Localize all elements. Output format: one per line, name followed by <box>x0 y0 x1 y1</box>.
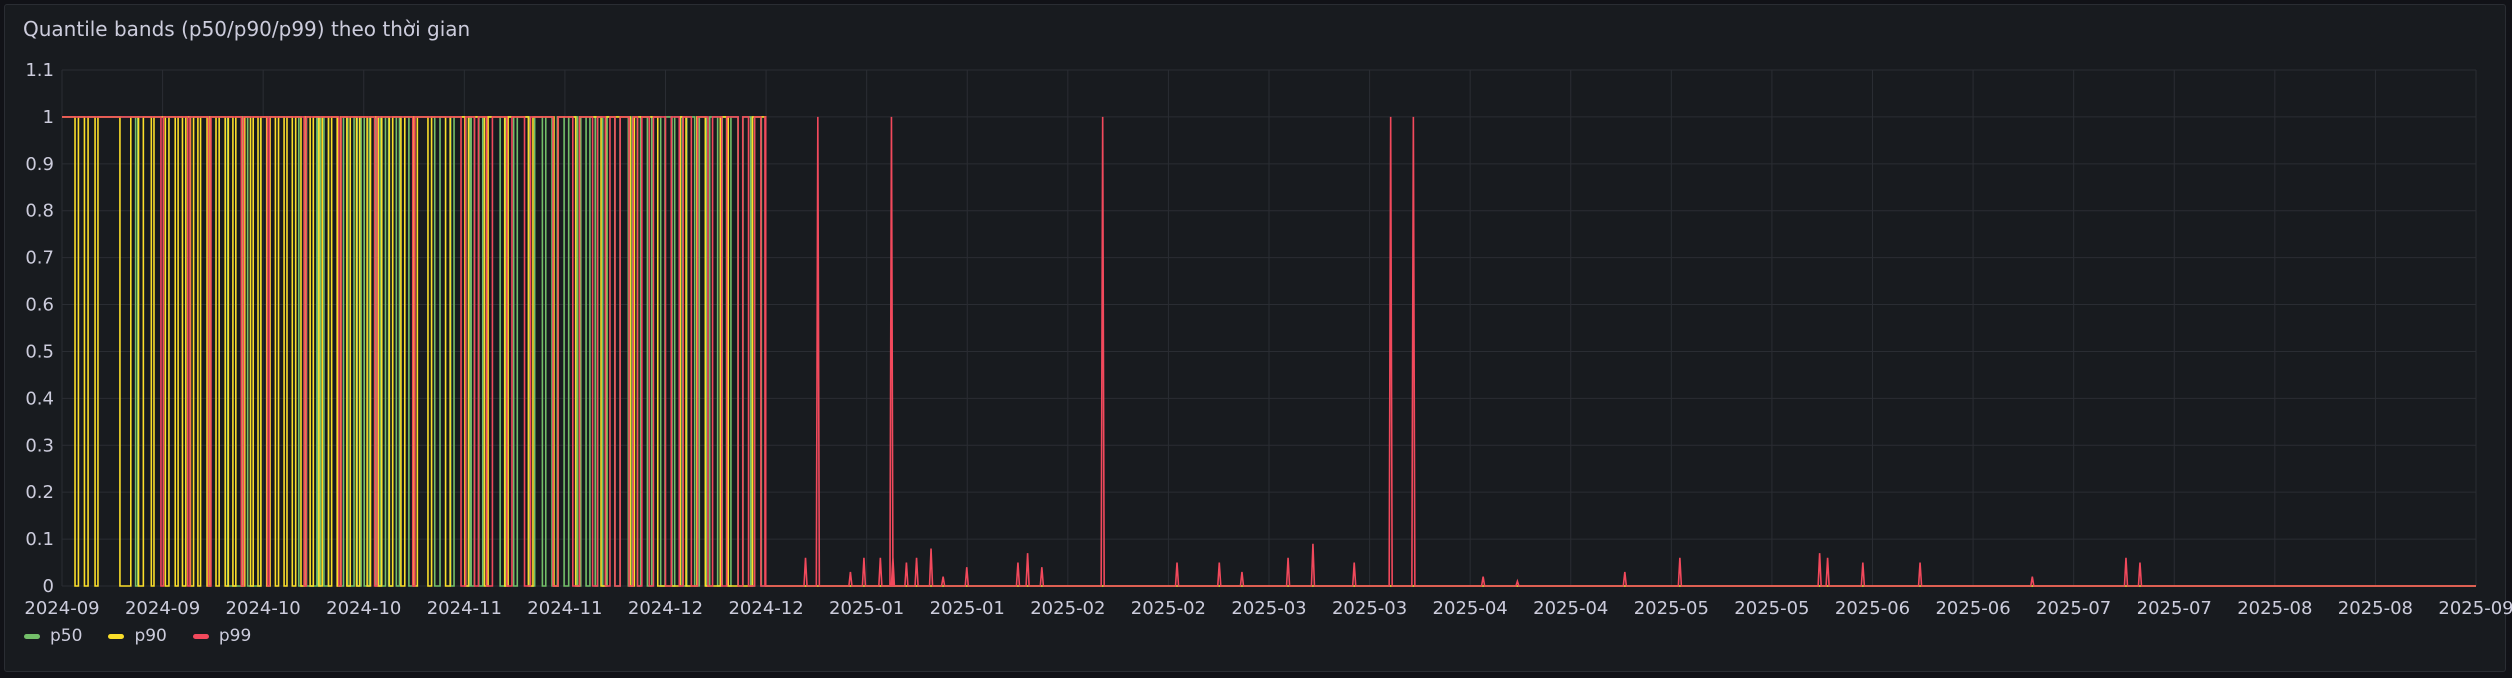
legend-label-p99: p99 <box>218 626 252 646</box>
chart-series <box>62 116 2476 587</box>
y-tick-label: 0.3 <box>25 435 54 456</box>
x-tick-label: 2025-05 <box>1634 598 1709 619</box>
y-axis-ticks: 0 0.1 0.2 0.3 0.4 0.5 0.6 0.7 0.8 0.9 1 1.1 <box>25 60 54 597</box>
x-tick-label: 2025-05 <box>1734 598 1809 619</box>
y-tick-label: 0.7 <box>25 248 54 269</box>
legend-label-p90: p90 <box>134 626 167 646</box>
x-tick-label: 2025-07 <box>2137 598 2212 619</box>
y-tick-label: 0.8 <box>25 201 54 222</box>
x-tick-label: 2025-06 <box>1835 598 1910 619</box>
x-tick-label: 2025-07 <box>2036 598 2111 619</box>
y-tick-label: 0.4 <box>25 388 54 409</box>
y-tick-label: 0 <box>43 576 54 597</box>
x-tick-label: 2024-11 <box>527 598 602 619</box>
legend: p50 p90 p99 <box>24 626 251 646</box>
panel-title: Quantile bands (p50/p90/p99) theo thời g… <box>23 17 471 41</box>
x-tick-label: 2025-02 <box>1131 598 1206 619</box>
x-tick-label: 2025-08 <box>2237 598 2312 619</box>
x-tick-label: 2024-09 <box>125 598 200 619</box>
legend-swatch-p99 <box>192 633 209 639</box>
x-tick-label: 2025-03 <box>1231 598 1306 619</box>
x-tick-label: 2025-04 <box>1433 598 1508 619</box>
x-tick-label: 2025-09 <box>2438 598 2512 619</box>
chart-panel: Quantile bands (p50/p90/p99) theo thời g… <box>4 4 2506 672</box>
y-tick-label: 0.6 <box>25 295 54 316</box>
legend-label-p50: p50 <box>50 626 83 646</box>
y-tick-label: 1.1 <box>25 60 54 81</box>
x-tick-label: 2025-08 <box>2338 598 2413 619</box>
x-tick-label: 2024-10 <box>226 598 301 619</box>
x-tick-label: 2024-12 <box>628 598 703 619</box>
x-tick-label: 2025-03 <box>1332 598 1407 619</box>
y-tick-label: 1 <box>43 107 54 128</box>
x-tick-label: 2025-04 <box>1533 598 1608 619</box>
x-tick-label: 2024-09 <box>24 598 99 619</box>
y-tick-label: 0.9 <box>25 154 54 175</box>
y-tick-label: 0.2 <box>25 482 54 503</box>
legend-item-p50[interactable]: p50 <box>24 626 82 646</box>
x-tick-label: 2024-12 <box>728 598 803 619</box>
x-axis-ticks: 2024-09 2024-09 2024-10 2024-10 2024-11 2024-… <box>24 598 2512 619</box>
y-tick-label: 0.5 <box>25 341 54 362</box>
legend-item-p99[interactable]: p99 <box>192 626 252 646</box>
x-tick-label: 2025-02 <box>1030 598 1105 619</box>
legend-swatch-p50 <box>24 633 40 639</box>
x-tick-label: 2025-01 <box>930 598 1005 619</box>
x-tick-label: 2025-01 <box>829 598 904 619</box>
legend-item-p90[interactable]: p90 <box>108 626 167 646</box>
series-line-p99 <box>62 116 2476 587</box>
x-tick-label: 2024-10 <box>326 598 401 619</box>
legend-swatch-p90 <box>108 633 125 639</box>
y-tick-label: 0.1 <box>25 529 54 550</box>
x-tick-label: 2025-06 <box>1935 598 2010 619</box>
x-tick-label: 2024-11 <box>427 598 502 619</box>
chart-grid <box>61 69 2477 587</box>
